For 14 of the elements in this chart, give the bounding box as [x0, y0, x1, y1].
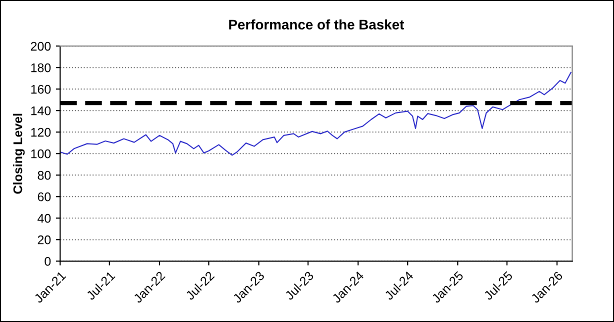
chart-title: Performance of the Basket [229, 19, 404, 30]
y-tick-label: 160 [31, 84, 51, 94]
y-tick-label: 180 [31, 63, 51, 72]
y-tick-label: 100 [31, 149, 51, 158]
y-tick-label: 40 [38, 214, 51, 223]
y-tick-label: 0 [44, 256, 51, 266]
y-tick-label: 20 [38, 235, 51, 244]
y-tick-label: 60 [38, 192, 51, 202]
y-tick-label: 140 [31, 106, 51, 116]
y-tick-label: 80 [38, 170, 51, 180]
line-series [60, 72, 572, 156]
y-tick-label: 120 [31, 128, 51, 137]
y-axis-title: Closing Level [13, 114, 25, 194]
y-tick-label: 200 [30, 42, 51, 51]
